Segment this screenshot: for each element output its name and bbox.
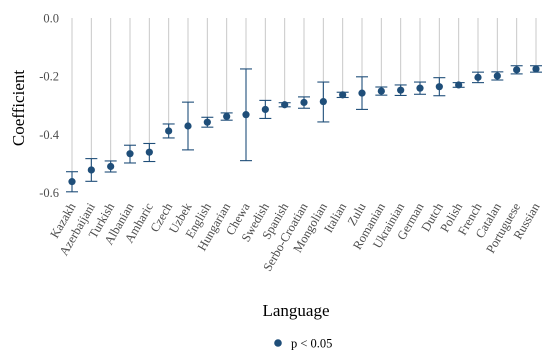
data-point <box>223 112 231 121</box>
data-point <box>455 81 463 89</box>
data-point <box>165 127 173 135</box>
data-point <box>513 66 521 74</box>
data-point <box>416 84 424 92</box>
x-axis-title: Language <box>262 301 329 320</box>
legend: p < 0.05 <box>274 337 332 351</box>
y-axis: 0.0 -0.2 -0.4 -0.6 <box>39 12 60 201</box>
data-point <box>493 72 501 80</box>
data-point <box>184 122 192 130</box>
data-point <box>107 162 115 171</box>
y-tick-label: -0.2 <box>39 70 59 84</box>
data-point <box>203 118 211 126</box>
data-point <box>474 73 482 81</box>
data-point <box>281 101 289 109</box>
data-point <box>319 97 327 106</box>
data-point <box>87 166 95 174</box>
data-point <box>68 178 76 186</box>
y-tick-label: -0.4 <box>39 128 60 142</box>
y-tick-label: 0.0 <box>43 12 59 26</box>
data-point <box>358 89 366 97</box>
y-tick-label: -0.6 <box>39 186 59 200</box>
data-point <box>261 105 269 114</box>
data-point <box>242 111 250 119</box>
legend-label: p < 0.05 <box>291 337 332 351</box>
data-point <box>145 148 153 156</box>
data-point <box>126 150 134 158</box>
data-point <box>397 86 405 94</box>
data-point <box>377 87 385 95</box>
y-axis-title: Coefficient <box>9 70 28 146</box>
data-point <box>339 91 347 99</box>
data-point <box>300 98 308 107</box>
legend-marker <box>274 339 282 347</box>
point-layer <box>68 65 540 186</box>
data-point <box>435 83 443 91</box>
x-axis: KazakhAzerbaijaniTurkishAlbanianAmharicC… <box>47 200 543 274</box>
data-point <box>532 65 540 73</box>
